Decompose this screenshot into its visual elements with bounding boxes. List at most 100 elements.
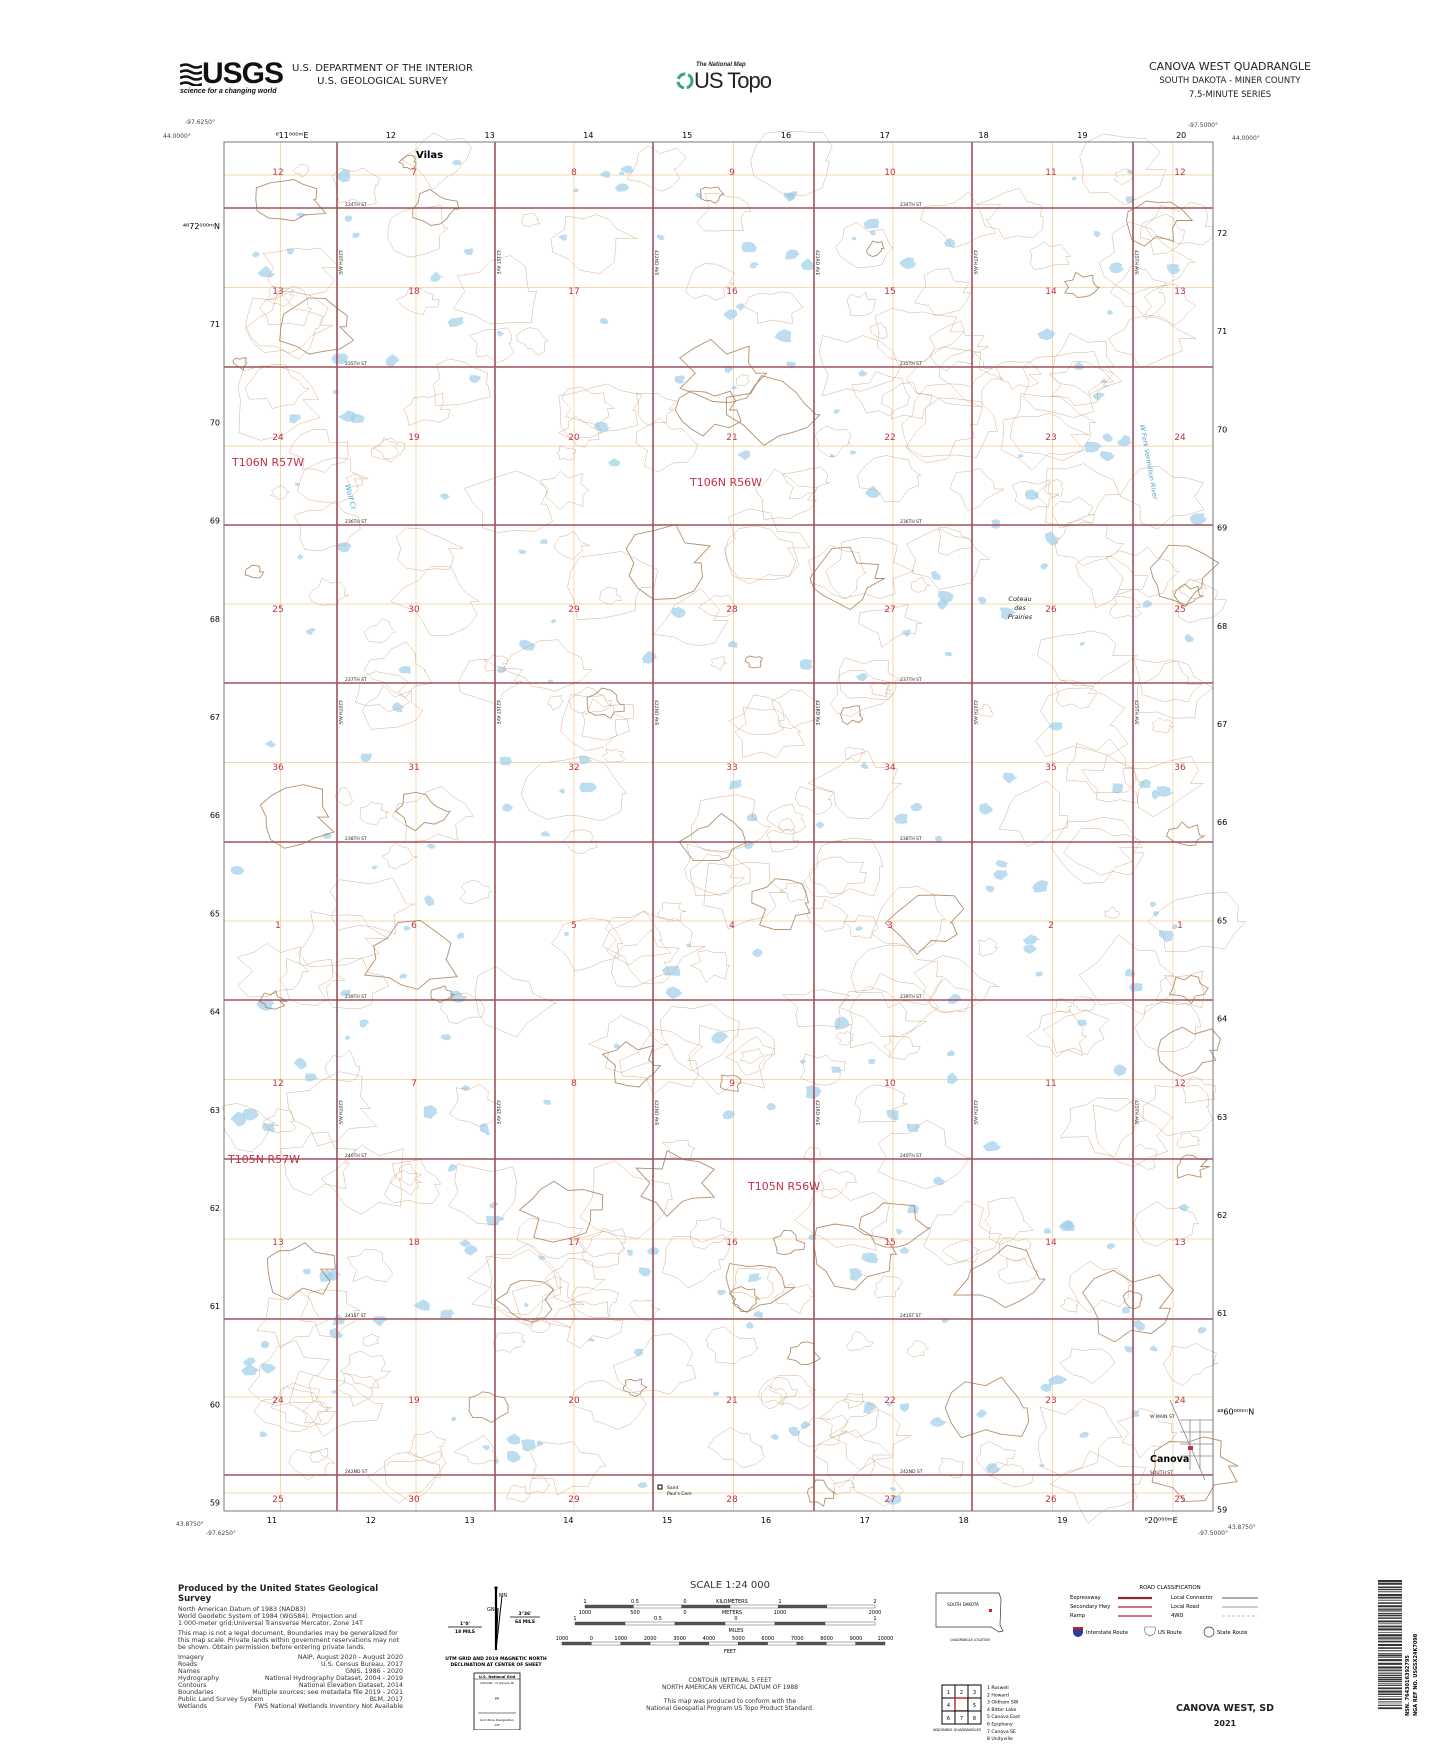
road-classification-legend: ROAD CLASSIFICATION Expressway Secondary … <box>1070 1585 1258 1638</box>
contour-line <box>839 973 940 1038</box>
pond <box>752 948 764 958</box>
contour-line <box>266 286 296 308</box>
street-label: 235TH ST <box>345 361 367 367</box>
barcode: NSN. 7643016392795 NGA REF NO. USGSX24K7… <box>1378 1580 1419 1716</box>
contour-line <box>453 255 537 325</box>
contour-line <box>1176 1132 1201 1149</box>
contour-line <box>744 291 804 325</box>
barcode-bar <box>1378 1678 1402 1681</box>
state-route-shield-icon <box>1203 1626 1215 1638</box>
pond <box>975 1409 988 1419</box>
credit-source: Roads <box>178 1661 198 1668</box>
recycle-globe-icon <box>676 72 694 90</box>
barcode-bar <box>1378 1640 1402 1643</box>
contour-line <box>840 705 864 726</box>
contour-line <box>467 1243 562 1316</box>
pond <box>1024 489 1040 501</box>
pond <box>344 1035 351 1041</box>
barcode-bar <box>1378 1671 1402 1673</box>
contour-line <box>601 1041 662 1088</box>
standard-note: This map was produced to conform with th… <box>663 1698 797 1705</box>
sheet-name: CANOVA WEST, SD <box>1175 1703 1275 1714</box>
contour-line <box>1113 168 1135 186</box>
pond <box>641 651 657 664</box>
contour-line <box>557 416 603 448</box>
section-number: 36 <box>272 763 284 773</box>
contour-line <box>1104 906 1121 919</box>
contour-line <box>874 307 965 364</box>
barcode-bar <box>1378 1605 1402 1608</box>
water-features <box>230 159 1208 1505</box>
northing-tick-label: 59 <box>210 1499 220 1508</box>
contour-line <box>626 145 687 192</box>
credit-row: Wetlands FWS National Wetlands Inventory … <box>178 1703 403 1710</box>
contour-line <box>280 1132 357 1196</box>
section-number: 24 <box>272 1396 284 1406</box>
pond <box>906 1123 921 1132</box>
contour-line <box>724 525 799 581</box>
pond <box>608 458 622 467</box>
street-label: 241ST ST <box>900 1313 921 1319</box>
contour-line <box>529 1475 551 1494</box>
credit-value: Multiple sources; see metadata file 2019… <box>252 1689 403 1696</box>
pond <box>1048 722 1063 731</box>
contour-line <box>984 1197 1034 1245</box>
contour-line <box>412 188 460 226</box>
pond <box>713 1391 720 1397</box>
avenue-label: 425TH AVE <box>1133 1100 1139 1125</box>
street-label: 236TH ST <box>345 519 367 525</box>
m-label: METERS <box>722 1610 742 1616</box>
contour-line <box>944 1376 1030 1439</box>
pond <box>869 230 876 236</box>
scale-segment <box>724 1621 776 1626</box>
pond <box>900 1403 910 1413</box>
road-class-label: Secondary Hwy <box>1070 1604 1110 1610</box>
section-number: 8 <box>571 168 577 178</box>
barcode-bar <box>1378 1582 1402 1585</box>
adjoining-cell-number: 6 <box>947 1716 950 1722</box>
contour-line <box>774 1283 815 1314</box>
avenue-label: 420TH AVE <box>337 700 343 725</box>
pond <box>1151 789 1162 800</box>
contour-line <box>734 706 806 759</box>
contour-line <box>474 966 557 1038</box>
barcode-bar <box>1378 1591 1402 1593</box>
contour-line <box>1037 630 1139 687</box>
contour-line <box>576 1230 625 1268</box>
pond <box>746 1321 755 1329</box>
section-number: 2 <box>1048 921 1054 931</box>
contour-line <box>1035 463 1120 527</box>
gzd-value: 14T <box>494 1723 500 1727</box>
contour-line <box>387 205 449 258</box>
street-label: 242ND ST <box>345 1469 368 1475</box>
pond <box>440 1034 452 1041</box>
section-number: 18 <box>408 1238 420 1248</box>
avenue-label: 421ST AVE <box>495 700 501 724</box>
pond <box>1114 1064 1128 1077</box>
pond <box>769 1433 781 1440</box>
pond <box>834 1016 853 1030</box>
pond <box>829 453 835 458</box>
contour-line <box>1133 658 1216 719</box>
pond <box>230 865 245 875</box>
contour-line <box>975 1441 1016 1477</box>
contour-line <box>635 1149 716 1218</box>
pond <box>938 591 955 604</box>
contour-line <box>601 911 706 984</box>
contour-line <box>611 929 680 988</box>
contour-line <box>433 358 491 406</box>
contour-line <box>635 417 699 473</box>
feet-tick: 7000 <box>791 1636 804 1642</box>
contour-line <box>1060 1297 1080 1313</box>
contour-line <box>725 1035 775 1076</box>
pond <box>674 375 686 384</box>
contour-line <box>1182 1076 1216 1104</box>
km-tick: 0 <box>683 1599 686 1605</box>
contour-line <box>561 386 616 430</box>
scale-segment <box>767 1641 798 1646</box>
contour-line <box>579 1160 673 1239</box>
pond <box>497 666 508 674</box>
state-county: SOUTH DAKOTA - MINER COUNTY <box>1159 76 1301 86</box>
easting-tick-label: 18 <box>979 131 989 140</box>
